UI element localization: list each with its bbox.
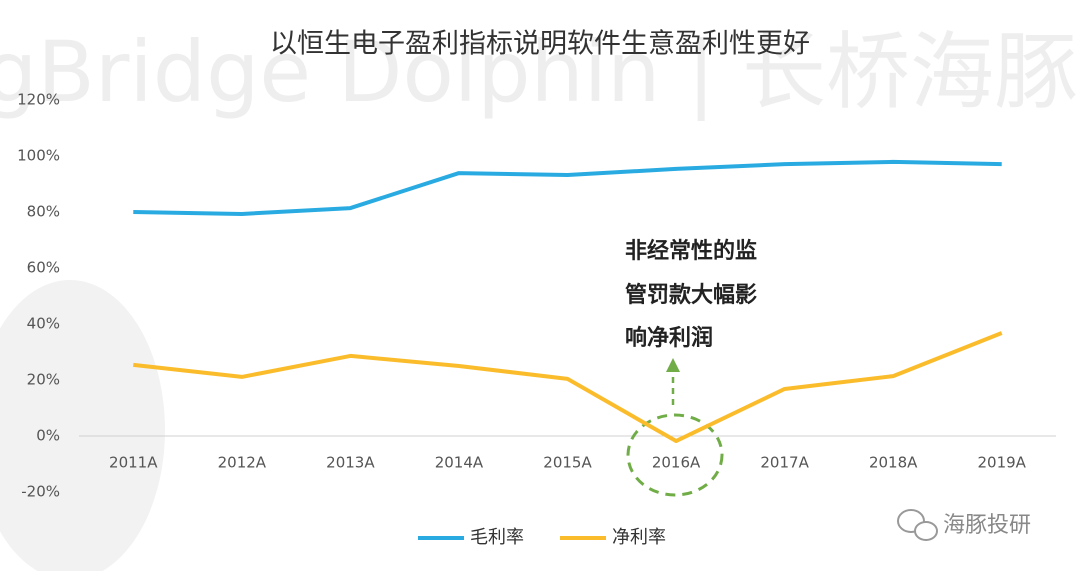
- y-tick-label: 20%: [27, 371, 60, 389]
- x-tick-label: 2016A: [652, 454, 701, 472]
- y-tick-label: 100%: [17, 147, 60, 165]
- data-line: [133, 331, 1003, 444]
- y-tick-label: 0%: [36, 427, 60, 445]
- logo-icon: [914, 521, 938, 541]
- annotation-line: 非经常性的监: [625, 238, 757, 264]
- annotation: 非经常性的监 管罚款大幅影 响净利润: [625, 238, 757, 351]
- logo-text: 海豚投研: [943, 513, 1031, 538]
- y-tick-label: 120%: [17, 91, 60, 109]
- x-tick-label: 2017A: [760, 454, 809, 472]
- logo: 海豚投研: [897, 509, 1031, 541]
- watermark: LongBridge Dolphin | 长桥海豚投研: [0, 23, 1080, 121]
- y-tick-label: 40%: [27, 315, 60, 333]
- x-tick-label: 2014A: [435, 454, 484, 472]
- y-tick-label: 60%: [27, 259, 60, 277]
- x-tick-label: 2018A: [869, 454, 918, 472]
- x-tick-label: 2015A: [543, 454, 592, 472]
- highlight-circle: [626, 413, 724, 497]
- watermark-logo: [0, 280, 165, 571]
- annotation-arrowhead: [666, 358, 680, 372]
- annotation-line: 管罚款大幅影: [625, 282, 757, 308]
- x-tick-label: 2012A: [218, 454, 267, 472]
- legend-label: 净利率: [612, 527, 666, 548]
- logo-icon: [897, 509, 925, 533]
- y-tick-label: 80%: [27, 203, 60, 221]
- chart-title: 以恒生电子盈利指标说明软件生意盈利性更好: [270, 29, 810, 60]
- annotation-line: 响净利润: [625, 325, 713, 351]
- x-tick-label: 2011A: [109, 454, 158, 472]
- data-line: [133, 159, 1002, 216]
- x-tick-label: 2013A: [326, 454, 375, 472]
- y-tick-label: -20%: [21, 483, 60, 501]
- x-tick-label: 2019A: [978, 454, 1027, 472]
- legend-label: 毛利率: [470, 527, 524, 548]
